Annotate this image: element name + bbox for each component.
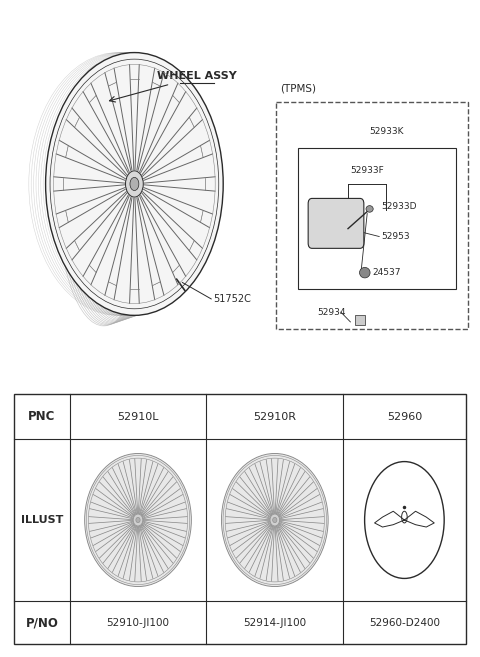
Bar: [355, 315, 365, 325]
Ellipse shape: [360, 267, 370, 278]
Ellipse shape: [270, 514, 280, 526]
Ellipse shape: [221, 453, 328, 587]
FancyBboxPatch shape: [308, 198, 364, 248]
Ellipse shape: [84, 453, 192, 587]
Text: 52914-JI100: 52914-JI100: [243, 618, 306, 627]
Text: 52933F: 52933F: [350, 166, 384, 175]
Ellipse shape: [133, 514, 143, 526]
Ellipse shape: [136, 517, 140, 523]
Text: 51752C: 51752C: [214, 294, 252, 304]
Bar: [298, 148, 456, 289]
Text: 52960-D2400: 52960-D2400: [369, 618, 440, 627]
Text: 52934: 52934: [317, 307, 345, 317]
Text: 52953: 52953: [382, 232, 410, 241]
Text: 52910L: 52910L: [117, 411, 159, 422]
Text: PNC: PNC: [28, 410, 56, 423]
Bar: [276, 102, 468, 328]
Ellipse shape: [46, 53, 223, 315]
Text: 52960: 52960: [387, 411, 422, 422]
Bar: [14, 394, 466, 644]
Text: 52910R: 52910R: [253, 411, 296, 422]
Ellipse shape: [273, 517, 277, 523]
Text: 24537: 24537: [372, 268, 400, 277]
Ellipse shape: [130, 177, 139, 191]
Text: (TPMS): (TPMS): [280, 84, 316, 94]
Text: 52933D: 52933D: [382, 202, 417, 212]
Text: 52910-JI100: 52910-JI100: [107, 618, 169, 627]
Ellipse shape: [366, 206, 373, 212]
Text: WHEEL ASSY: WHEEL ASSY: [157, 70, 237, 81]
Text: 52933K: 52933K: [369, 127, 404, 136]
Text: ILLUST: ILLUST: [21, 515, 63, 525]
Text: P/NO: P/NO: [25, 616, 59, 629]
Ellipse shape: [126, 171, 143, 197]
